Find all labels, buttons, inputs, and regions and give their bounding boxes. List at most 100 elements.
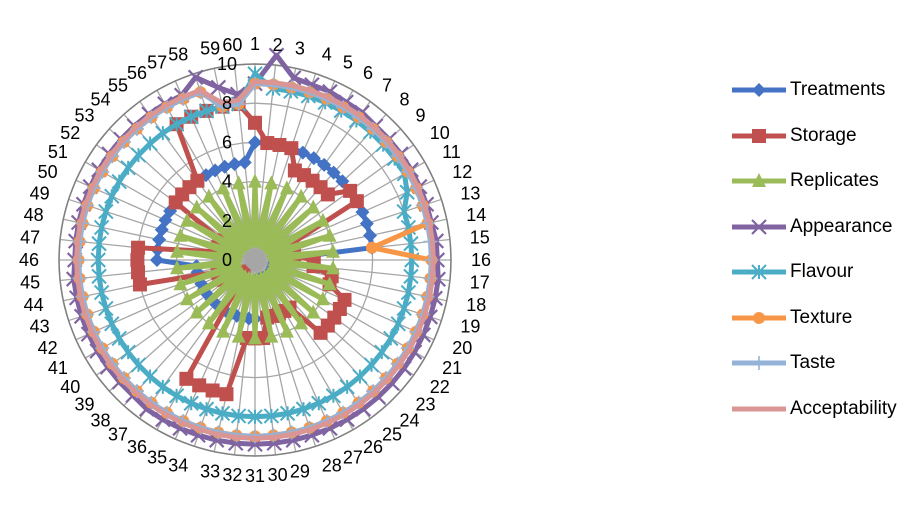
data-point	[279, 180, 294, 195]
category-label: 8	[400, 90, 410, 110]
category-label: 50	[38, 162, 58, 182]
category-label: 53	[74, 106, 94, 126]
data-point	[173, 276, 188, 291]
category-label: 11	[442, 142, 461, 162]
category-label: 4	[322, 45, 332, 65]
data-point	[111, 173, 127, 190]
category-label: 27	[343, 447, 363, 467]
category-label: 25	[382, 425, 402, 445]
data-point	[192, 378, 207, 393]
data-point	[210, 79, 227, 96]
legend-item-taste: Taste	[730, 351, 922, 397]
data-point	[752, 356, 766, 370]
data-point	[98, 300, 114, 317]
legend-swatch	[732, 264, 786, 280]
data-point	[322, 276, 337, 291]
category-label: 18	[466, 295, 486, 315]
category-label: 40	[60, 377, 80, 397]
data-point	[104, 188, 120, 204]
data-point	[231, 328, 246, 343]
legend-label: Texture	[790, 306, 853, 328]
data-point	[231, 175, 246, 190]
data-point	[365, 241, 378, 254]
data-point	[170, 260, 185, 275]
data-point	[227, 157, 242, 172]
data-point	[198, 401, 215, 417]
radial-tick-label: 2	[222, 211, 232, 231]
data-point	[752, 83, 766, 97]
data-point	[279, 323, 294, 338]
data-point	[142, 135, 158, 152]
legend-label: Storage	[790, 124, 857, 146]
data-point	[295, 401, 312, 417]
data-point	[751, 218, 767, 235]
data-point	[91, 235, 107, 252]
legend-swatch	[732, 311, 786, 324]
series-acceptability	[74, 79, 436, 441]
category-label: 58	[168, 45, 188, 65]
category-label: 42	[38, 338, 58, 358]
legend-item-texture: Texture	[730, 306, 922, 352]
category-label: 32	[222, 465, 242, 485]
category-label: 34	[168, 455, 188, 475]
category-label: 46	[19, 250, 39, 270]
legend-item-appearance: Appearance	[730, 215, 922, 261]
legend-swatch	[732, 128, 786, 143]
data-point	[93, 219, 110, 236]
data-point	[120, 160, 136, 176]
data-point	[198, 103, 215, 119]
category-label: 9	[416, 106, 426, 126]
data-point	[396, 203, 412, 220]
data-point	[245, 232, 260, 247]
category-label: 43	[30, 317, 50, 337]
data-point	[752, 173, 766, 187]
radial-tick-label: 8	[222, 93, 232, 113]
legend-swatch	[732, 173, 786, 187]
category-label: 35	[147, 447, 167, 467]
data-point	[132, 277, 147, 292]
data-point	[155, 125, 171, 141]
data-point	[183, 395, 199, 411]
data-point	[359, 216, 374, 231]
category-label: 38	[90, 411, 110, 431]
legend-label: Replicates	[790, 170, 879, 191]
category-label: 31	[245, 466, 265, 486]
data-point	[173, 227, 188, 242]
legend-label: Flavour	[790, 261, 854, 282]
legend-swatch	[732, 83, 786, 97]
data-point	[190, 173, 205, 188]
data-point	[294, 188, 309, 203]
data-point	[264, 328, 279, 343]
data-point	[325, 388, 342, 404]
chart-legend: Treatments Storage Replicates Appearance Fla…	[730, 78, 922, 442]
legend-swatch	[732, 406, 786, 411]
category-label: 13	[460, 183, 480, 203]
data-point	[91, 268, 107, 285]
legend-item-acceptability: Acceptability	[730, 397, 922, 443]
category-label: 56	[127, 63, 147, 83]
category-label: 12	[452, 162, 472, 182]
radar-series	[65, 47, 447, 453]
data-point	[248, 135, 262, 150]
category-label: 49	[30, 183, 50, 203]
radial-tick-label: 0	[222, 250, 232, 270]
category-label: 15	[470, 227, 490, 247]
data-point	[264, 175, 279, 190]
data-point	[339, 379, 355, 395]
data-point	[396, 300, 412, 317]
category-label: 22	[430, 377, 450, 397]
data-point	[403, 268, 419, 285]
category-label: 47	[20, 227, 40, 247]
data-point	[90, 252, 106, 268]
radial-tick-label: 4	[222, 172, 232, 192]
data-point	[326, 165, 341, 180]
legend-swatch	[732, 218, 786, 235]
data-point	[168, 116, 185, 132]
data-point	[355, 205, 370, 220]
data-point	[315, 291, 330, 306]
data-point	[168, 388, 185, 404]
data-point	[295, 145, 310, 160]
category-label: 29	[290, 461, 310, 481]
category-label: 41	[48, 358, 68, 378]
